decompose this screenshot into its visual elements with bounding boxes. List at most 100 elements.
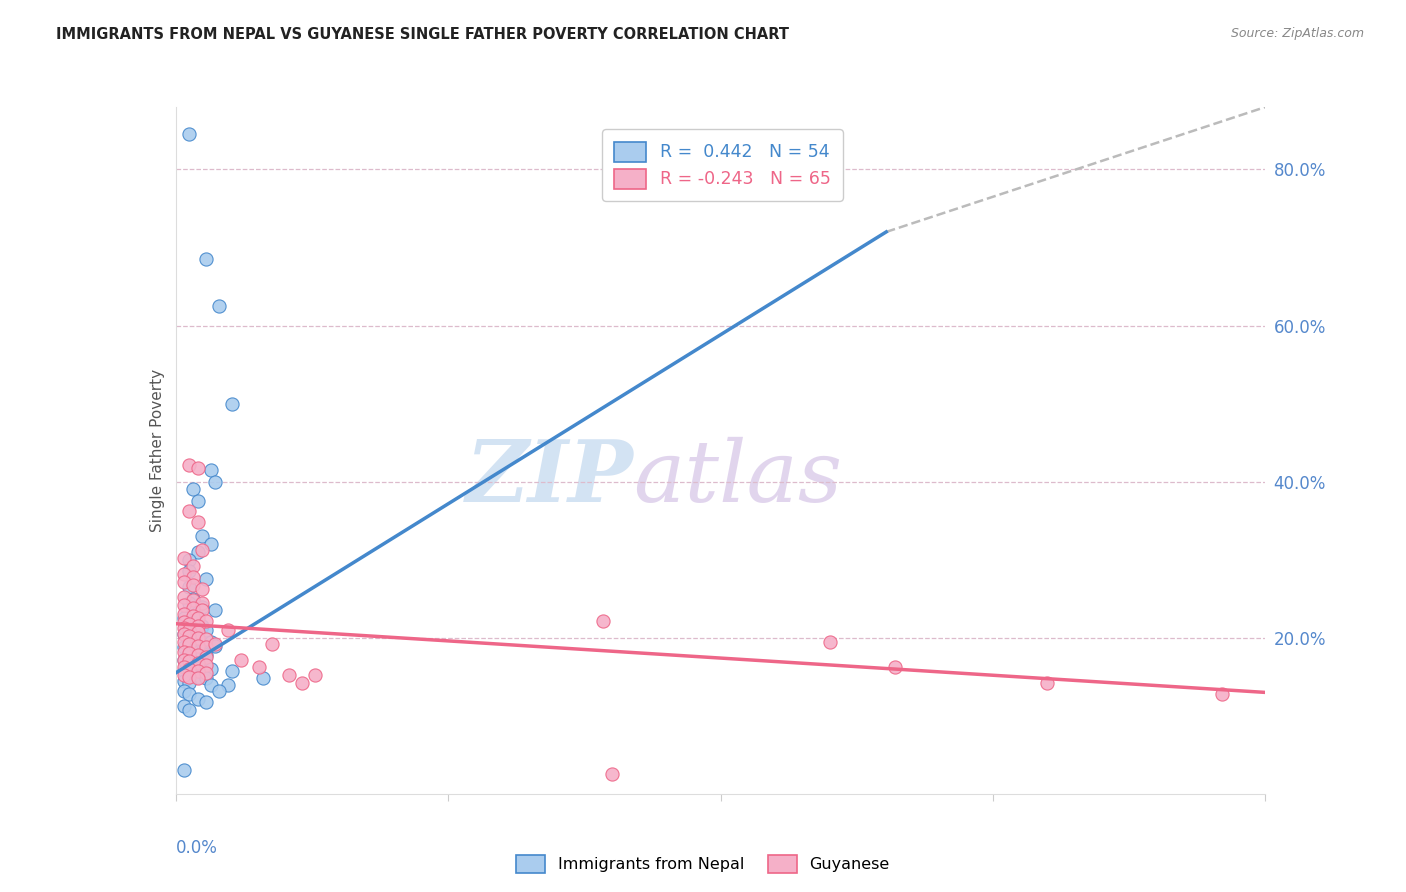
- Point: [173, 615, 195, 630]
- Point: [173, 574, 195, 589]
- Point: [304, 668, 326, 682]
- Point: [195, 658, 218, 673]
- Point: [221, 396, 243, 410]
- Text: ZIP: ZIP: [465, 436, 633, 520]
- Point: [173, 673, 195, 688]
- Point: [195, 650, 218, 665]
- Point: [186, 611, 209, 625]
- Point: [247, 660, 270, 674]
- Text: IMMIGRANTS FROM NEPAL VS GUYANESE SINGLE FATHER POVERTY CORRELATION CHART: IMMIGRANTS FROM NEPAL VS GUYANESE SINGLE…: [56, 27, 789, 42]
- Point: [204, 603, 226, 617]
- Point: [217, 623, 239, 637]
- Point: [186, 671, 209, 685]
- Point: [200, 537, 222, 551]
- Point: [195, 632, 218, 647]
- Point: [1211, 687, 1233, 701]
- Point: [181, 631, 204, 645]
- Point: [191, 582, 214, 597]
- Point: [173, 668, 195, 682]
- Point: [177, 665, 200, 680]
- Point: [186, 631, 209, 645]
- Point: [181, 591, 204, 606]
- Point: [600, 767, 623, 781]
- Point: [181, 558, 204, 574]
- Point: [186, 639, 209, 653]
- Text: 0.0%: 0.0%: [176, 838, 218, 856]
- Point: [177, 654, 200, 668]
- Point: [186, 632, 209, 647]
- Point: [191, 596, 214, 610]
- Point: [177, 596, 200, 610]
- Point: [173, 566, 195, 581]
- Point: [177, 646, 200, 660]
- Point: [217, 678, 239, 692]
- Point: [278, 668, 301, 682]
- Point: [195, 572, 218, 586]
- Text: atlas: atlas: [633, 436, 842, 519]
- Point: [200, 662, 222, 676]
- Point: [191, 619, 214, 633]
- Point: [200, 634, 222, 648]
- Point: [186, 664, 209, 678]
- Point: [181, 570, 204, 584]
- Point: [191, 599, 214, 614]
- Point: [195, 665, 218, 680]
- Point: [173, 683, 195, 698]
- Point: [181, 608, 204, 623]
- Point: [195, 252, 218, 267]
- Point: [173, 627, 195, 641]
- Point: [173, 653, 195, 667]
- Point: [195, 671, 218, 685]
- Legend: R =  0.442   N = 54, R = -0.243   N = 65: R = 0.442 N = 54, R = -0.243 N = 65: [602, 129, 842, 201]
- Point: [208, 299, 231, 313]
- Point: [177, 458, 200, 472]
- Point: [181, 601, 204, 615]
- Point: [173, 607, 195, 622]
- Point: [181, 656, 204, 670]
- Point: [173, 660, 195, 674]
- Point: [173, 699, 195, 714]
- Point: [186, 619, 209, 633]
- Point: [195, 614, 218, 628]
- Point: [200, 463, 222, 477]
- Point: [200, 678, 222, 692]
- Legend: Immigrants from Nepal, Guyanese: Immigrants from Nepal, Guyanese: [510, 848, 896, 880]
- Point: [1036, 676, 1059, 690]
- Point: [181, 578, 204, 592]
- Point: [177, 670, 200, 684]
- Point: [186, 670, 209, 684]
- Point: [186, 515, 209, 529]
- Point: [195, 623, 218, 637]
- Point: [177, 662, 200, 676]
- Point: [291, 676, 314, 690]
- Point: [884, 660, 907, 674]
- Point: [177, 703, 200, 717]
- Point: [177, 580, 200, 594]
- Point: [177, 687, 200, 701]
- Point: [221, 664, 243, 678]
- Point: [177, 676, 200, 690]
- Point: [186, 691, 209, 706]
- Point: [204, 639, 226, 653]
- Point: [173, 645, 195, 659]
- Point: [186, 545, 209, 559]
- Point: [173, 664, 195, 678]
- Point: [173, 598, 195, 612]
- Point: [195, 695, 218, 709]
- Point: [173, 640, 195, 655]
- Point: [252, 671, 274, 685]
- Point: [186, 624, 209, 639]
- Point: [181, 483, 204, 497]
- Point: [191, 543, 214, 558]
- Point: [186, 648, 209, 662]
- Point: [231, 653, 253, 667]
- Point: [177, 629, 200, 643]
- Point: [173, 621, 195, 635]
- Point: [177, 565, 200, 579]
- Point: [186, 656, 209, 670]
- Point: [191, 529, 214, 543]
- Point: [173, 653, 195, 667]
- Point: [186, 460, 209, 475]
- Text: Source: ZipAtlas.com: Source: ZipAtlas.com: [1230, 27, 1364, 40]
- Point: [195, 648, 218, 662]
